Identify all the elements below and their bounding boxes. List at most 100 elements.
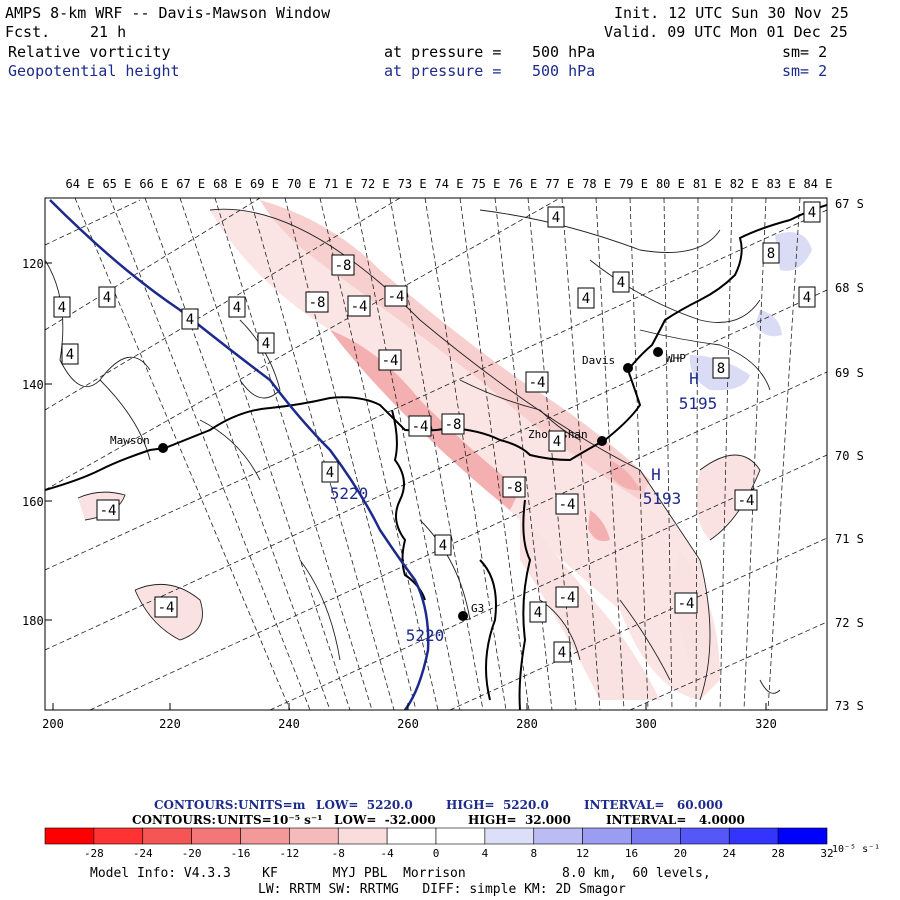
y-tick-label: 180 bbox=[22, 614, 44, 628]
colorbar-tick-label: 12 bbox=[576, 847, 589, 860]
lat-label: 69 S bbox=[835, 366, 864, 380]
height-value-label: 5195 bbox=[679, 394, 718, 413]
field2-level: 500 hPa bbox=[532, 62, 596, 80]
vorticity-label: 4 bbox=[553, 641, 571, 663]
lon-label: 74 E bbox=[435, 177, 464, 191]
colorbar-tick-label: -20 bbox=[182, 847, 202, 860]
lat-label: 71 S bbox=[835, 532, 864, 546]
x-tick-label: 280 bbox=[516, 717, 538, 731]
lon-label: 67 E bbox=[176, 177, 205, 191]
vorticity-label-text: 4 bbox=[66, 347, 74, 363]
x-tick-label: 220 bbox=[159, 717, 181, 731]
vorticity-label-text: -4 bbox=[529, 375, 546, 391]
vorticity-label: 4 bbox=[548, 430, 566, 452]
vorticity-label-text: 4 bbox=[582, 291, 590, 307]
forecast-hour: 21 h bbox=[90, 23, 127, 41]
lon-label: 81 E bbox=[693, 177, 722, 191]
map-title: AMPS 8-km WRF -- Davis-Mawson Window bbox=[5, 4, 331, 22]
field1-level-label: at pressure = bbox=[384, 43, 502, 61]
lon-label: 82 E bbox=[730, 177, 759, 191]
vorticity-label-text: 4 bbox=[58, 300, 66, 316]
lon-label: 72 E bbox=[361, 177, 390, 191]
station-dot-zhongshan bbox=[597, 436, 607, 446]
vorticity-label-text: 4 bbox=[262, 336, 270, 352]
latlon-grid bbox=[45, 198, 827, 710]
model-info: Model Info: V4.3.3 KF MYJ PBL Morrison bbox=[90, 866, 466, 881]
lat-label: 73 S bbox=[835, 699, 864, 713]
colorbar-swatch bbox=[484, 827, 535, 845]
lon-label: 69 E bbox=[250, 177, 279, 191]
vorticity-label: 4 bbox=[257, 332, 275, 354]
vorticity-label-text: 4 bbox=[803, 290, 811, 306]
y-tick-label: 160 bbox=[22, 495, 44, 509]
lat-label: 72 S bbox=[835, 616, 864, 630]
vorticity-label: 8 bbox=[712, 357, 730, 379]
geopotential-contour bbox=[49, 199, 430, 710]
field1-smoothing: sm= 2 bbox=[782, 43, 828, 61]
vorticity-label: -4 bbox=[378, 349, 402, 371]
lon-label: 76 E bbox=[508, 177, 537, 191]
vorticity-label: -4 bbox=[525, 371, 549, 393]
lat-label: 70 S bbox=[835, 449, 864, 463]
lon-label: 71 E bbox=[324, 177, 353, 191]
height-value-label: 5220 bbox=[406, 626, 445, 645]
vorticity-label-text: -4 bbox=[382, 353, 399, 369]
vorticity-label: 4 bbox=[547, 206, 565, 228]
coastline bbox=[45, 204, 827, 710]
vorticity-label-text: -8 bbox=[445, 417, 462, 433]
colorbar-swatch bbox=[142, 827, 192, 845]
x-tick-label: 300 bbox=[635, 717, 657, 731]
vorticity-label: 4 bbox=[181, 308, 199, 330]
lon-label: 70 E bbox=[287, 177, 316, 191]
legend1-contours: CONTOURS: bbox=[154, 798, 238, 812]
vorticity-label: -4 bbox=[384, 285, 408, 307]
colorbar-swatch bbox=[386, 827, 437, 845]
field2-smoothing: sm= 2 bbox=[782, 62, 828, 80]
top-longitude-labels: 64 E 65 E 66 E 67 E 68 E 69 E 70 E 71 E 72 E 73 E… bbox=[66, 177, 833, 191]
vorticity-label-text: -8 bbox=[506, 480, 523, 496]
colorbar-tick-label: 0 bbox=[433, 847, 440, 860]
valid-time: Valid. 09 UTC Mon 01 Dec 25 bbox=[604, 23, 848, 41]
vorticity-label: -8 bbox=[331, 254, 355, 276]
colorbar-tick-label: 32 bbox=[820, 847, 833, 860]
lon-label: 78 E bbox=[582, 177, 611, 191]
vorticity-label: -4 bbox=[734, 489, 758, 511]
station-label-mawson: Mawson bbox=[110, 434, 150, 447]
colorbar-swatch bbox=[337, 827, 388, 845]
colorbar-tick-label: -16 bbox=[231, 847, 251, 860]
field1-level: 500 hPa bbox=[532, 43, 596, 61]
legend2-contours: CONTOURS: bbox=[132, 813, 216, 827]
colorbar-tick-label: 20 bbox=[674, 847, 687, 860]
vorticity-label-text: -8 bbox=[309, 295, 326, 311]
y-tick-label: 140 bbox=[22, 378, 44, 392]
vorticity-label: 8 bbox=[762, 242, 780, 264]
forecast-label: Fcst. bbox=[5, 23, 51, 41]
vorticity-label: 4 bbox=[798, 286, 816, 308]
height-labels: 5220 5220 5195 5193 H H 4 bbox=[321, 369, 718, 645]
colorbar-swatch bbox=[93, 827, 144, 845]
colorbar-tick-label: 28 bbox=[772, 847, 785, 860]
vorticity-label-text: -8 bbox=[335, 258, 352, 274]
lon-label: 65 E bbox=[102, 177, 131, 191]
vorticity-label-text: -4 bbox=[559, 497, 576, 513]
colorbar-swatch bbox=[240, 827, 290, 845]
vorticity-label-text: 4 bbox=[808, 205, 816, 221]
vorticity-label-text: 4 bbox=[439, 538, 447, 554]
vorticity-label-text: 4 bbox=[558, 645, 566, 661]
vorticity-label-text: -4 bbox=[100, 503, 117, 519]
vorticity-label-text: -4 bbox=[412, 419, 429, 435]
colorbar-tick-label: -8 bbox=[332, 847, 345, 860]
legend2-low: LOW= -32.000 bbox=[334, 813, 436, 827]
vorticity-label: 4 bbox=[434, 534, 452, 556]
vorticity-label-text: 4 bbox=[103, 290, 111, 306]
stations-layer bbox=[158, 347, 663, 621]
lon-label: 64 E bbox=[66, 177, 95, 191]
vorticity-label: -8 bbox=[441, 413, 465, 435]
right-latitude-labels: 67 S 68 S 69 S 70 S 71 S 72 S 73 S bbox=[835, 197, 864, 713]
vorticity-label-text: -4 bbox=[678, 596, 695, 612]
lon-label: 77 E bbox=[545, 177, 574, 191]
station-dot-mawson bbox=[158, 443, 168, 453]
bottom-x-ticks: 200 220 240 260 280 300 320 bbox=[42, 703, 777, 731]
high-marker: H bbox=[651, 465, 661, 484]
